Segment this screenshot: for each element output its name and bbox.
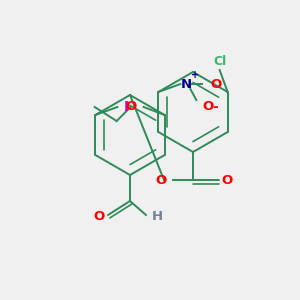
Text: O: O [221,173,232,187]
Text: O: O [94,211,105,224]
Text: O: O [210,77,222,91]
Text: -: - [212,100,218,114]
Text: I: I [123,100,128,114]
Text: O: O [125,100,136,113]
Text: H: H [152,211,163,224]
Text: +: + [191,70,200,80]
Text: N: N [181,77,192,91]
Text: O: O [202,100,214,112]
Text: Cl: Cl [213,55,226,68]
Text: O: O [156,173,167,187]
